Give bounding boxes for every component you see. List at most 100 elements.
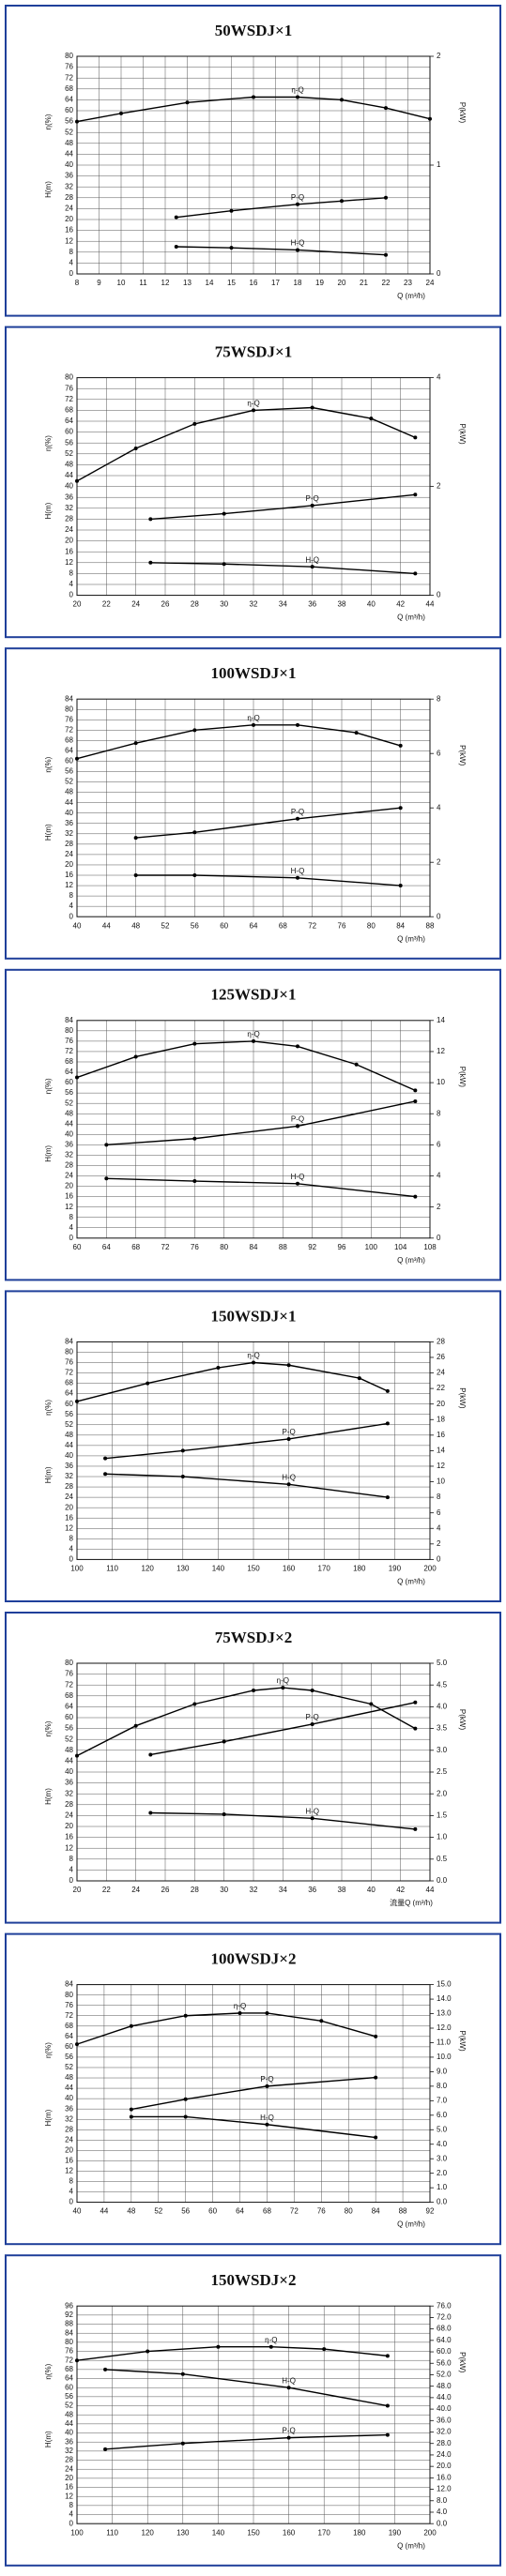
y-tick-label: 40 xyxy=(65,1451,73,1460)
x-tick-label: 76 xyxy=(191,1243,199,1251)
y2-tick-label: 12.0 xyxy=(437,2485,452,2493)
y-tick-label: 72 xyxy=(65,1047,73,1055)
point xyxy=(119,111,123,115)
panel-border xyxy=(5,2254,501,2567)
point xyxy=(413,1088,418,1093)
y-tick-label: 72 xyxy=(65,1369,73,1377)
point xyxy=(252,1038,255,1043)
series-line xyxy=(76,1040,416,1092)
point xyxy=(103,1472,108,1477)
series-line xyxy=(76,1361,389,1402)
panel-border xyxy=(5,1290,501,1603)
y-tick-label: 20 xyxy=(65,2474,73,2482)
y-tick-label: 56 xyxy=(65,1410,73,1418)
x-tick-label: 42 xyxy=(396,600,405,609)
series-label: H-Q xyxy=(282,2376,296,2385)
y-tick-label: 12 xyxy=(65,2492,73,2500)
x-tick-label: 44 xyxy=(426,600,435,609)
chart: 100WSDJ×240 44 48 52 56 60 64 68 72 76 80 84 88 92048… xyxy=(5,1932,501,2246)
y-axis-label: H(m) xyxy=(44,1466,53,1483)
series-label: η-Q xyxy=(234,2002,246,2010)
point xyxy=(384,106,388,111)
point xyxy=(296,248,299,252)
y-tick-label: 80 xyxy=(65,2338,73,2346)
y-tick-label: 68 xyxy=(65,2022,73,2030)
point xyxy=(180,1475,185,1479)
x-tick-label: 60 xyxy=(208,2207,217,2216)
y-tick-label: 32 xyxy=(65,504,73,512)
y-tick-label: 80 xyxy=(65,1659,73,1667)
point xyxy=(75,119,79,124)
point xyxy=(174,215,178,220)
y2-tick-label: 2 xyxy=(437,1539,441,1548)
point xyxy=(265,2010,269,2015)
y-tick-label: 32 xyxy=(65,2114,73,2123)
y-tick-label: 48 xyxy=(65,2410,73,2418)
y-tick-label: 40 xyxy=(65,2094,73,2102)
x-tick-label: 20 xyxy=(338,279,346,287)
point xyxy=(252,408,255,413)
y-tick-label: 32 xyxy=(65,2447,73,2455)
panel-border xyxy=(5,1932,501,2246)
y-tick-label: 48 xyxy=(65,788,73,796)
y-tick-label: 80 xyxy=(65,373,73,382)
y-tick-label: 68 xyxy=(65,1379,73,1387)
point xyxy=(192,1136,197,1141)
y-tick-label: 16 xyxy=(65,1833,73,1841)
y2-tick-label: 68.0 xyxy=(437,2325,452,2333)
series-label: P-Q xyxy=(306,1713,319,1721)
x-tick-label: 68 xyxy=(279,921,287,930)
x-axis-label: Q (m³/h) xyxy=(397,2541,425,2550)
y2-axis-label: P(kW) xyxy=(458,2030,467,2052)
series-line xyxy=(105,2369,389,2407)
point xyxy=(104,1143,109,1147)
point xyxy=(148,1752,153,1757)
y-tick-label: 8 xyxy=(69,2177,74,2186)
y2-tick-label: 3.0 xyxy=(437,2154,448,2162)
point xyxy=(296,722,299,727)
x-tick-label: 104 xyxy=(394,1243,407,1251)
y-axis-label: H(m) xyxy=(44,502,53,519)
x-tick-label: 24 xyxy=(426,279,435,287)
point xyxy=(133,447,138,450)
y-tick-label: 84 xyxy=(65,2328,73,2337)
y-tick-label: 64 xyxy=(65,1703,73,1711)
point xyxy=(192,421,197,426)
point xyxy=(310,503,314,508)
y2-tick-label: 4 xyxy=(437,373,441,382)
y-tick-label: 20 xyxy=(65,1503,73,1511)
y-tick-label: 32 xyxy=(65,829,73,838)
point xyxy=(296,202,299,206)
x-tick-label: 23 xyxy=(404,279,412,287)
y-tick-label: 68 xyxy=(65,84,73,93)
point xyxy=(75,2042,79,2047)
y2-tick-label: 1.5 xyxy=(437,1811,448,1820)
y-tick-label: 40 xyxy=(65,809,73,817)
y-tick-label: 36 xyxy=(65,819,73,827)
y-tick-label: 68 xyxy=(65,406,73,415)
y2-tick-label: 22 xyxy=(437,1384,445,1392)
point xyxy=(428,116,432,121)
y-tick-label: 88 xyxy=(65,2320,73,2328)
x-tick-label: 80 xyxy=(367,921,376,930)
point xyxy=(146,2349,150,2354)
y2-tick-label: 40.0 xyxy=(437,2404,452,2413)
y-tick-label: 76 xyxy=(65,384,73,392)
x-tick-label: 68 xyxy=(263,2207,271,2216)
y-tick-label: 60 xyxy=(65,1400,73,1408)
series-line xyxy=(150,1811,416,1830)
y2-tick-label: 13.0 xyxy=(437,2009,452,2018)
y-tick-label: 28 xyxy=(65,840,73,848)
x-tick-label: 150 xyxy=(247,2528,260,2537)
y-tick-label: 60 xyxy=(65,1713,73,1721)
y2-tick-label: 1.0 xyxy=(437,1833,448,1841)
y-tick-label: 20 xyxy=(65,537,73,545)
x-tick-label: 40 xyxy=(367,1886,376,1894)
point xyxy=(340,199,344,204)
y-tick-label: 12 xyxy=(65,881,73,889)
point xyxy=(148,1811,153,1815)
point xyxy=(192,728,197,733)
series-label: P-Q xyxy=(291,1115,304,1124)
y-tick-label: 24 xyxy=(65,525,73,534)
